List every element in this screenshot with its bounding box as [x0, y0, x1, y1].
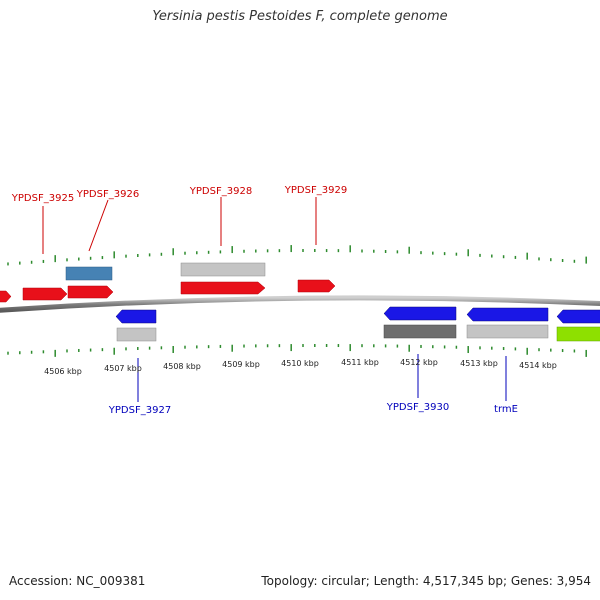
gene-block-gray[interactable]: [116, 327, 157, 342]
scale-label: 4513 kbp: [460, 359, 498, 368]
gene-arrow-reverse[interactable]: [556, 309, 600, 324]
gene-block-steelblue[interactable]: [65, 266, 113, 281]
gene-features: [0, 262, 600, 342]
tick-marks-inner: [7, 344, 587, 357]
gene-arrow-reverse[interactable]: [115, 309, 157, 324]
genome-summary-text: Topology: circular; Length: 4,517,345 bp…: [261, 574, 591, 588]
label-leaders: [42, 197, 507, 402]
accession-text: Accession: NC_009381: [9, 574, 146, 588]
gene-arrow-forward[interactable]: [297, 279, 336, 293]
gene-arrow-forward[interactable]: [22, 287, 68, 301]
gene-labels: YPDSF_3925 YPDSF_3926 YPDSF_3928 YPDSF_3…: [11, 185, 518, 416]
scale-label: 4508 kbp: [163, 362, 201, 371]
gene-label[interactable]: YPDSF_3930: [386, 402, 449, 413]
gene-arrow-forward[interactable]: [180, 281, 266, 295]
gene-block-gray[interactable]: [180, 262, 266, 277]
genome-backbone: [0, 295, 600, 313]
gene-label[interactable]: YPDSF_3927: [108, 405, 171, 416]
scale-label: 4512 kbp: [400, 358, 438, 367]
scale-label: 4509 kbp: [222, 360, 260, 369]
gene-block-lime[interactable]: [556, 326, 600, 342]
gene-label[interactable]: YPDSF_3929: [284, 185, 347, 196]
scale-label: 4511 kbp: [341, 358, 379, 367]
gene-label[interactable]: YPDSF_3928: [189, 186, 252, 197]
tick-marks-outer: [7, 245, 587, 266]
gene-arrow-reverse[interactable]: [383, 306, 457, 321]
gene-label[interactable]: YPDSF_3926: [76, 189, 139, 200]
scale-label: 4507 kbp: [104, 364, 142, 373]
scale-label: 4510 kbp: [281, 359, 319, 368]
scale-labels: 4506 kbp 4507 kbp 4508 kbp 4509 kbp 4510 kbp…: [44, 358, 557, 376]
gene-block-darkgray[interactable]: [383, 324, 457, 339]
scale-label: 4506 kbp: [44, 367, 82, 376]
gene-arrow-reverse[interactable]: [466, 307, 549, 322]
gene-block-gray[interactable]: [466, 324, 549, 339]
gene-arrow-forward[interactable]: [0, 290, 12, 303]
gene-label[interactable]: YPDSF_3925: [11, 193, 74, 204]
scale-label: 4514 kbp: [519, 361, 557, 370]
gene-arrow-forward[interactable]: [67, 285, 114, 299]
gene-label[interactable]: trmE: [494, 404, 518, 415]
map-title: Yersinia pestis Pestoides F, complete ge…: [152, 9, 448, 24]
